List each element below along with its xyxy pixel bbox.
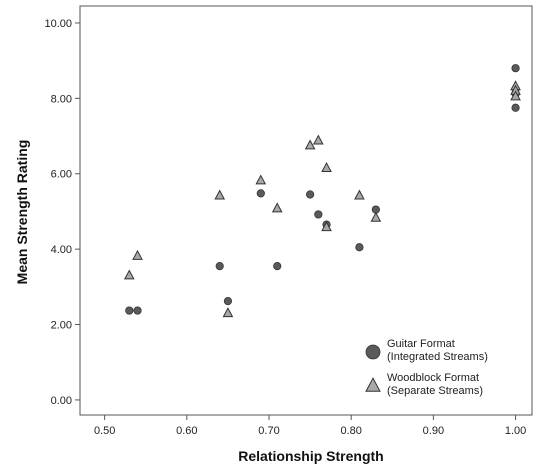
x-tick-label: 0.60 (176, 425, 197, 437)
y-tick-label: 4.00 (51, 244, 72, 256)
x-tick-label: 0.80 (340, 425, 361, 437)
data-point-circle (314, 210, 323, 219)
data-point-circle (306, 190, 315, 199)
y-tick-label: 0.00 (51, 395, 72, 407)
y-tick-label: 8.00 (51, 93, 72, 105)
data-point-circle (223, 297, 233, 306)
data-point-circle (511, 64, 520, 73)
data-point-triangle (214, 189, 226, 200)
data-point-circle (256, 189, 265, 198)
y-axis: 0.00 2.00 4.00 6.00 8.00 10.00 (44, 18, 80, 407)
data-point-triangle (123, 269, 135, 280)
data-point-triangle (304, 139, 316, 150)
x-axis-title: Relationship Strength (238, 448, 383, 464)
x-tick-label: 1.00 (505, 425, 526, 437)
legend-label: Guitar Format (387, 338, 455, 350)
data-point-circle (215, 262, 224, 271)
series-1 (125, 64, 520, 315)
data-point-triangle (510, 90, 521, 101)
data-point-triangle (370, 211, 382, 222)
legend-label: (Separate Streams) (387, 385, 483, 397)
data-point-circle (511, 103, 520, 112)
data-point-circle (125, 306, 134, 315)
data-point-circle (355, 243, 364, 252)
data-point-triangle (321, 221, 332, 232)
y-tick-label: 10.00 (44, 18, 72, 30)
y-axis-title: Mean Strength Rating (14, 140, 30, 285)
data-point-triangle (132, 249, 143, 260)
data-point-triangle (255, 174, 267, 185)
data-point-triangle (312, 134, 324, 145)
x-tick-label: 0.90 (423, 425, 444, 437)
y-tick-label: 6.00 (51, 169, 72, 181)
legend-label: Woodblock Format (387, 372, 479, 384)
y-tick-label: 2.00 (51, 320, 72, 332)
x-tick-label: 0.50 (94, 425, 115, 437)
data-point-circle (133, 306, 142, 315)
legend-item-2: Woodblock Format(Separate Streams) (365, 372, 483, 397)
x-axis: 0.50 0.60 0.70 0.80 0.90 1.00 (94, 415, 526, 437)
series-2 (123, 80, 521, 318)
data-point-circle (273, 262, 282, 271)
x-tick-label: 0.70 (258, 425, 279, 437)
data-point-triangle (222, 307, 234, 318)
data-point-triangle (271, 202, 283, 213)
plot-area (79, 5, 533, 416)
data-point-triangle (354, 189, 365, 200)
legend-circle-marker (365, 344, 381, 360)
legend-triangle-marker (365, 377, 381, 392)
legend: Guitar Format(Integrated Streams) Woodblo… (365, 338, 488, 397)
data-points (123, 64, 521, 318)
legend-label: (Integrated Streams) (387, 351, 488, 363)
legend-item-1: Guitar Format(Integrated Streams) (365, 338, 488, 363)
data-point-triangle (321, 162, 332, 172)
